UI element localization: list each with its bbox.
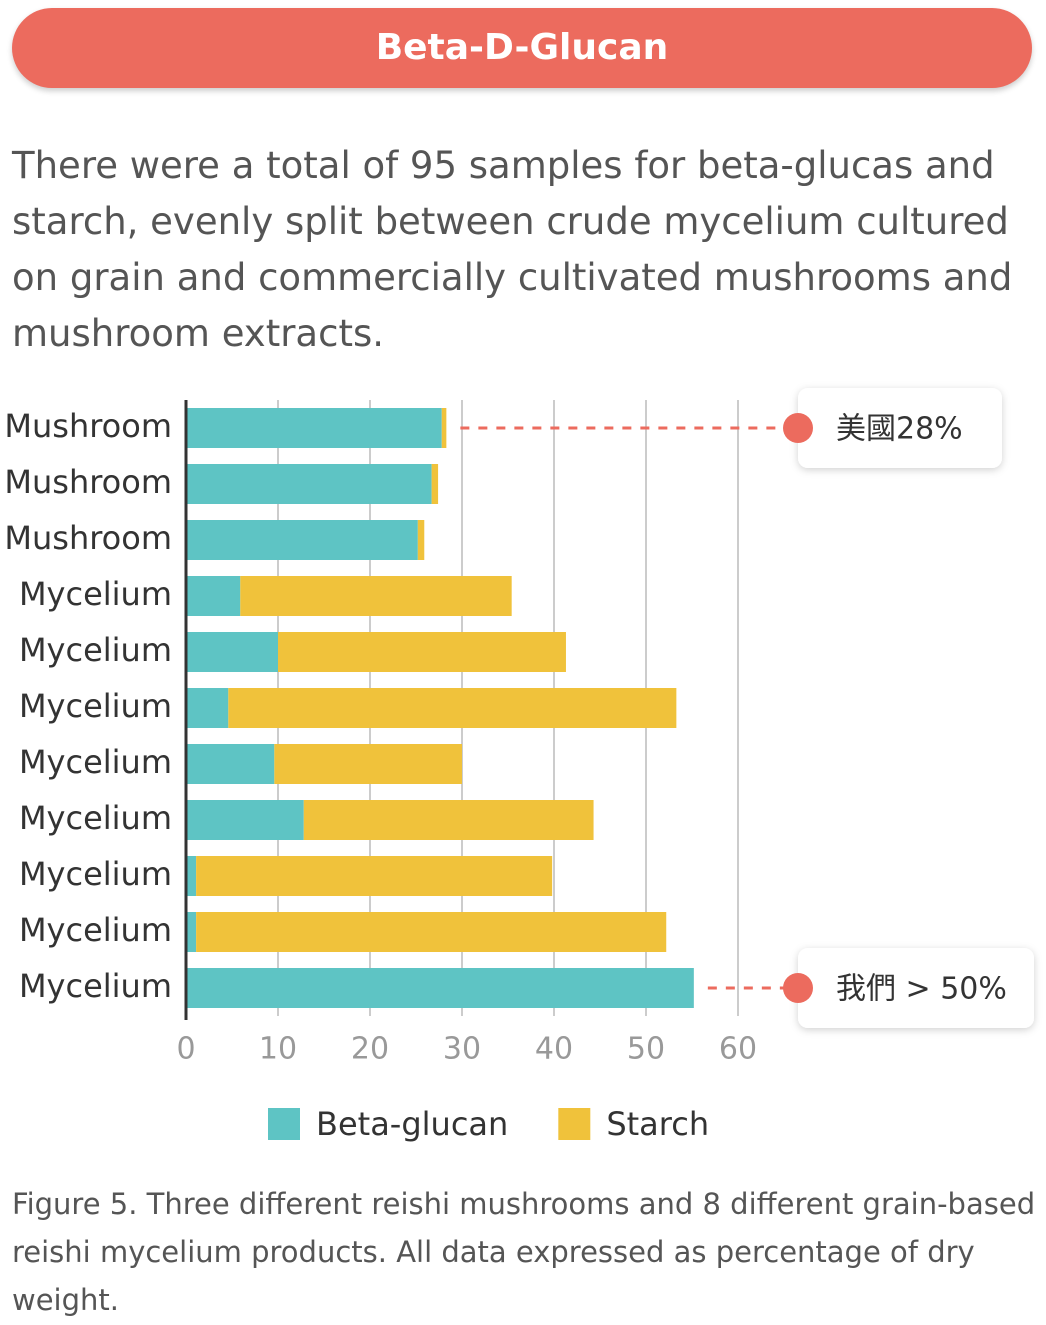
legend-label: Starch (606, 1105, 709, 1143)
y-tick-label: Mycelium (19, 687, 172, 725)
annotation-box (798, 388, 1002, 468)
y-tick-label: Mushroom (4, 519, 172, 557)
bar-segment (228, 688, 677, 728)
x-tick-label: 10 (259, 1032, 297, 1067)
bar-segment (186, 912, 197, 952)
bar-segment (186, 856, 197, 896)
bar-segment (186, 408, 442, 448)
bar-segment (441, 408, 447, 448)
x-tick-label: 0 (176, 1032, 195, 1067)
bar-segment (186, 968, 694, 1008)
bar-segment (186, 576, 241, 616)
x-tick-label: 60 (719, 1032, 757, 1067)
legend-swatch (558, 1108, 591, 1140)
y-tick-label: Mycelium (19, 631, 172, 669)
annotation-dot (783, 973, 813, 1003)
bar-segment (186, 520, 418, 560)
x-tick-label: 20 (351, 1032, 389, 1067)
caption: Figure 5. Three different reishi mushroo… (12, 1187, 1036, 1317)
bar-segment (274, 744, 462, 784)
bar-segment (417, 520, 425, 560)
y-tick-label: Mycelium (19, 855, 172, 893)
y-tick-label: Mushroom (4, 463, 172, 501)
bar-segment (186, 800, 304, 840)
annotation-text: 我們 > 50% (836, 972, 1007, 1007)
y-tick-label: Mycelium (19, 967, 172, 1005)
annotation-text: 美國28% (836, 412, 963, 447)
bar-segment (186, 688, 229, 728)
y-tick-label: Mycelium (19, 575, 172, 613)
y-tick-label: Mycelium (19, 799, 172, 837)
y-tick-label: Mycelium (19, 911, 172, 949)
bar-segment (431, 464, 439, 504)
y-tick-label: Mushroom (4, 407, 172, 445)
x-tick-label: 50 (627, 1032, 665, 1067)
bar-segment (303, 800, 594, 840)
x-tick-label: 30 (443, 1032, 481, 1067)
bar-segment (196, 912, 667, 952)
x-tick-label: 40 (535, 1032, 573, 1067)
bar-segment (186, 744, 275, 784)
bar-segment (186, 464, 432, 504)
bar-segment (240, 576, 512, 616)
annotation-box (798, 948, 1034, 1028)
bar-segment (186, 632, 278, 672)
bar-segment (278, 632, 566, 672)
legend-label: Beta-glucan (316, 1105, 508, 1143)
chart: 0 10 20 30 40 50 60 Mushroom Mushroom Mushroom Myc… (4, 388, 1034, 1143)
bar-segment (196, 856, 553, 896)
legend-swatch (268, 1108, 300, 1140)
intro-text: There were a total of 95 samples for bet… (12, 144, 1013, 355)
y-tick-label: Mycelium (19, 743, 172, 781)
annotation-dot (783, 413, 813, 443)
header-title: Beta-D-Glucan (12, 8, 1032, 88)
